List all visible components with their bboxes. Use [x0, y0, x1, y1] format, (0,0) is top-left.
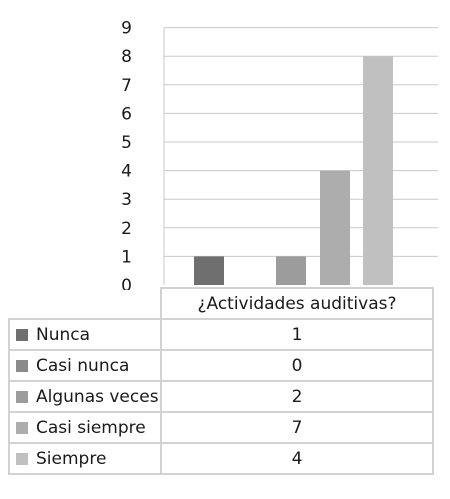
table-category-header: ¿Actividades auditivas?: [160, 287, 434, 320]
y-tick-label: 5: [121, 133, 132, 153]
bar-chart: 0 1 2 3 4 5 6 7 8 9: [121, 19, 438, 290]
series-value: 7: [160, 411, 434, 444]
bar: [320, 170, 350, 285]
y-tick-label: 8: [121, 47, 132, 67]
y-tick-label: 7: [121, 76, 132, 96]
series-value: 4: [160, 442, 434, 475]
series-label: Siempre: [36, 448, 107, 469]
y-tick-label: 0: [121, 276, 132, 290]
bar: [276, 256, 306, 285]
y-tick-label: 9: [121, 19, 132, 39]
series-value: 1: [160, 318, 434, 351]
series-value: 2: [160, 380, 434, 413]
data-table: ¿Actividades auditivas? Nunca 1 Casi nun…: [8, 287, 434, 475]
y-tick-label: 6: [121, 104, 132, 124]
y-tick-label: 3: [121, 190, 132, 210]
series-label: Casi nunca: [36, 355, 130, 376]
bar: [194, 256, 224, 285]
table-corner-cell: [9, 288, 162, 320]
y-tick-label: 4: [121, 162, 132, 182]
series-label: Casi siempre: [36, 417, 146, 438]
legend-swatch: [16, 421, 28, 434]
table-row: Casi nunca 0: [8, 349, 434, 382]
legend-swatch: [16, 390, 28, 403]
series-label: Nunca: [36, 324, 91, 345]
y-tick-label: 2: [121, 219, 132, 239]
table-row: Siempre 4: [8, 442, 434, 475]
table-row: Nunca 1: [8, 318, 434, 351]
table-header-row: ¿Actividades auditivas?: [9, 287, 434, 320]
series-value: 0: [160, 349, 434, 382]
series-label: Algunas veces: [36, 386, 159, 407]
legend-swatch: [16, 359, 28, 372]
table-row: Casi siempre 7: [8, 411, 434, 444]
legend-swatch: [16, 328, 28, 341]
bar: [363, 56, 393, 286]
legend-swatch: [16, 452, 28, 465]
y-tick-label: 1: [121, 247, 132, 267]
table-row: Algunas veces 2: [8, 380, 434, 413]
